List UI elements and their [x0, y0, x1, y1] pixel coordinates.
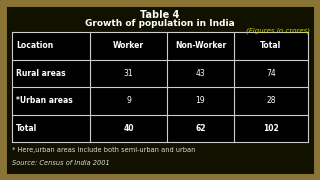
- Text: *Urban areas: *Urban areas: [16, 96, 73, 105]
- Text: 19: 19: [196, 96, 205, 105]
- Text: Rural areas: Rural areas: [16, 69, 66, 78]
- Text: Total: Total: [260, 41, 282, 50]
- Text: Table 4: Table 4: [140, 10, 180, 20]
- Text: 40: 40: [123, 124, 134, 133]
- Text: 102: 102: [263, 124, 279, 133]
- Text: Location: Location: [16, 41, 53, 50]
- Text: Worker: Worker: [113, 41, 144, 50]
- FancyBboxPatch shape: [3, 3, 317, 177]
- Text: 28: 28: [266, 96, 276, 105]
- Text: Non-Worker: Non-Worker: [175, 41, 226, 50]
- Text: Growth of population in India: Growth of population in India: [85, 19, 235, 28]
- Text: 74: 74: [266, 69, 276, 78]
- Text: 43: 43: [196, 69, 205, 78]
- Text: Total: Total: [16, 124, 37, 133]
- Text: (Figures in crores): (Figures in crores): [246, 27, 310, 33]
- Bar: [12, 32, 308, 142]
- Text: 62: 62: [195, 124, 206, 133]
- Text: 31: 31: [124, 69, 133, 78]
- Text: Source: Census of India 2001: Source: Census of India 2001: [12, 160, 110, 166]
- Text: * Here,urban areas include both semi-urban and urban: * Here,urban areas include both semi-urb…: [12, 147, 196, 153]
- Text: 9: 9: [126, 96, 131, 105]
